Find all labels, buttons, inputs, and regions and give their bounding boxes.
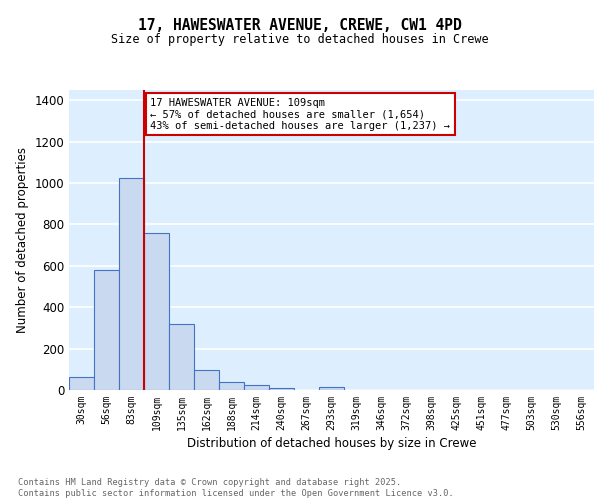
Text: 17, HAWESWATER AVENUE, CREWE, CW1 4PD: 17, HAWESWATER AVENUE, CREWE, CW1 4PD: [138, 18, 462, 32]
Text: Contains HM Land Registry data © Crown copyright and database right 2025.
Contai: Contains HM Land Registry data © Crown c…: [18, 478, 454, 498]
Bar: [69, 376, 94, 390]
Y-axis label: Number of detached properties: Number of detached properties: [16, 147, 29, 333]
Text: 17 HAWESWATER AVENUE: 109sqm
← 57% of detached houses are smaller (1,654)
43% of: 17 HAWESWATER AVENUE: 109sqm ← 57% of de…: [151, 98, 451, 130]
Bar: [94, 270, 119, 390]
Bar: [169, 324, 194, 390]
Bar: [144, 233, 169, 390]
Bar: [219, 382, 244, 390]
Bar: [119, 178, 144, 390]
X-axis label: Distribution of detached houses by size in Crewe: Distribution of detached houses by size …: [187, 437, 476, 450]
Bar: [269, 388, 294, 390]
Bar: [244, 385, 269, 390]
Text: Size of property relative to detached houses in Crewe: Size of property relative to detached ho…: [111, 32, 489, 46]
Bar: [194, 370, 219, 390]
Bar: [319, 387, 344, 390]
